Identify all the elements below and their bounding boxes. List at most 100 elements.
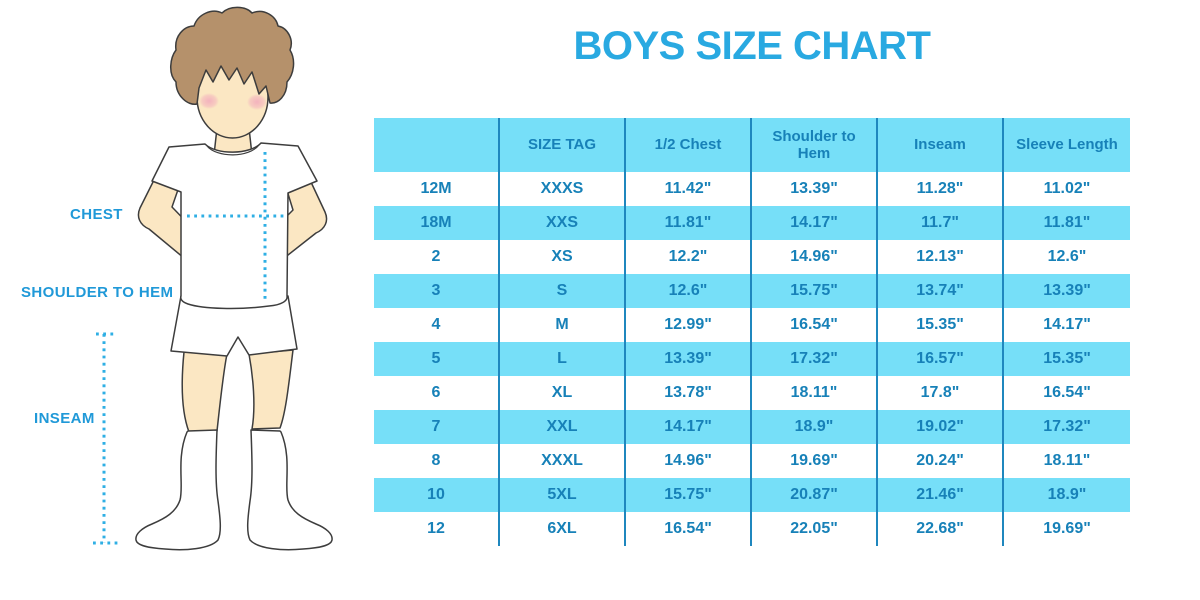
boy-shirt — [151, 142, 318, 310]
header-cell-size-tag: SIZE TAG — [500, 118, 626, 172]
table-row: 18M XXS 11.81" 14.17" 11.7" 11.81" — [374, 206, 1130, 240]
cell-shoulder-to-hem: 14.17" — [752, 206, 878, 240]
cell-size-tag: S — [500, 274, 626, 308]
table-row: 8 XXXL 14.96" 19.69" 20.24" 18.11" — [374, 444, 1130, 478]
boy-sock-right — [246, 429, 333, 551]
cell-size-tag: L — [500, 342, 626, 376]
cell-sleeve-length: 11.81" — [1004, 206, 1130, 240]
cell-inseam: 13.74" — [878, 274, 1004, 308]
header-cell-blank — [374, 118, 500, 172]
cell-shoulder-to-hem: 16.54" — [752, 308, 878, 342]
cell-sleeve-length: 17.32" — [1004, 410, 1130, 444]
cell-size: 3 — [374, 274, 500, 308]
boy-sock-left — [135, 429, 222, 551]
cell-half-chest: 12.99" — [626, 308, 752, 342]
table-row: 7 XXL 14.17" 18.9" 19.02" 17.32" — [374, 410, 1130, 444]
table-row: 5 L 13.39" 17.32" 16.57" 15.35" — [374, 342, 1130, 376]
cell-half-chest: 13.39" — [626, 342, 752, 376]
cell-size-tag: XL — [500, 376, 626, 410]
cell-inseam: 15.35" — [878, 308, 1004, 342]
boy-leg-left — [181, 351, 228, 433]
cell-shoulder-to-hem: 13.39" — [752, 172, 878, 206]
cell-half-chest: 15.75" — [626, 478, 752, 512]
cell-size: 7 — [374, 410, 500, 444]
table-header-row: SIZE TAG 1/2 Chest Shoulder to Hem Insea… — [374, 118, 1130, 172]
cell-size: 8 — [374, 444, 500, 478]
cell-sleeve-length: 11.02" — [1004, 172, 1130, 206]
cell-size: 2 — [374, 240, 500, 274]
cell-size: 18M — [374, 206, 500, 240]
cell-inseam: 19.02" — [878, 410, 1004, 444]
cell-inseam: 12.13" — [878, 240, 1004, 274]
cell-half-chest: 12.2" — [626, 240, 752, 274]
boy-hair — [170, 6, 295, 105]
cell-half-chest: 13.78" — [626, 376, 752, 410]
cell-shoulder-to-hem: 18.9" — [752, 410, 878, 444]
boy-shirt-collar — [206, 144, 260, 156]
cell-inseam: 20.24" — [878, 444, 1004, 478]
cell-size-tag: M — [500, 308, 626, 342]
cell-sleeve-length: 13.39" — [1004, 274, 1130, 308]
cell-size-tag: XS — [500, 240, 626, 274]
cell-sleeve-length: 14.17" — [1004, 308, 1130, 342]
chest-label: CHEST — [70, 206, 123, 223]
cell-shoulder-to-hem: 17.32" — [752, 342, 878, 376]
cell-size-tag: XXL — [500, 410, 626, 444]
cell-sleeve-length: 15.35" — [1004, 342, 1130, 376]
cell-half-chest: 11.81" — [626, 206, 752, 240]
cell-sleeve-length: 12.6" — [1004, 240, 1130, 274]
cell-size: 12 — [374, 512, 500, 546]
cell-half-chest: 14.17" — [626, 410, 752, 444]
page-title: BOYS SIZE CHART — [573, 24, 931, 68]
cell-size: 10 — [374, 478, 500, 512]
table-row: 12 6XL 16.54" 22.05" 22.68" 19.69" — [374, 512, 1130, 546]
cell-size: 12M — [374, 172, 500, 206]
cell-inseam: 11.28" — [878, 172, 1004, 206]
cell-shoulder-to-hem: 15.75" — [752, 274, 878, 308]
cell-sleeve-length: 18.9" — [1004, 478, 1130, 512]
cell-sleeve-length: 18.11" — [1004, 444, 1130, 478]
cell-inseam: 22.68" — [878, 512, 1004, 546]
boy-blush-right — [247, 94, 267, 110]
cell-inseam: 21.46" — [878, 478, 1004, 512]
cell-size-tag: XXS — [500, 206, 626, 240]
inseam-label: INSEAM — [34, 410, 95, 427]
boy-blush-left — [199, 93, 219, 109]
cell-sleeve-length: 16.54" — [1004, 376, 1130, 410]
cell-inseam: 11.7" — [878, 206, 1004, 240]
header-cell-inseam: Inseam — [878, 118, 1004, 172]
header-cell-sleeve-length: Sleeve Length — [1004, 118, 1130, 172]
size-chart-table: SIZE TAG 1/2 Chest Shoulder to Hem Insea… — [374, 118, 1130, 546]
cell-shoulder-to-hem: 22.05" — [752, 512, 878, 546]
table-row: 10 5XL 15.75" 20.87" 21.46" 18.9" — [374, 478, 1130, 512]
cell-half-chest: 16.54" — [626, 512, 752, 546]
table-row: 6 XL 13.78" 18.11" 17.8" 16.54" — [374, 376, 1130, 410]
cell-half-chest: 11.42" — [626, 172, 752, 206]
cell-size: 5 — [374, 342, 500, 376]
cell-size: 6 — [374, 376, 500, 410]
table-row: 4 M 12.99" 16.54" 15.35" 14.17" — [374, 308, 1130, 342]
header-cell-half-chest: 1/2 Chest — [626, 118, 752, 172]
cell-shoulder-to-hem: 20.87" — [752, 478, 878, 512]
table-row: 12M XXXS 11.42" 13.39" 11.28" 11.02" — [374, 172, 1130, 206]
boy-illustration — [93, 6, 333, 551]
table-row: 2 XS 12.2" 14.96" 12.13" 12.6" — [374, 240, 1130, 274]
table-row: 3 S 12.6" 15.75" 13.74" 13.39" — [374, 274, 1130, 308]
header-cell-shoulder-to-hem: Shoulder to Hem — [752, 118, 878, 172]
cell-inseam: 17.8" — [878, 376, 1004, 410]
cell-shoulder-to-hem: 19.69" — [752, 444, 878, 478]
cell-shoulder-to-hem: 18.11" — [752, 376, 878, 410]
cell-size: 4 — [374, 308, 500, 342]
cell-size-tag: 5XL — [500, 478, 626, 512]
cell-sleeve-length: 19.69" — [1004, 512, 1130, 546]
shoulder-to-hem-label: SHOULDER TO HEM — [21, 284, 174, 301]
boy-leg-right — [248, 349, 294, 430]
cell-shoulder-to-hem: 14.96" — [752, 240, 878, 274]
cell-half-chest: 12.6" — [626, 274, 752, 308]
cell-size-tag: 6XL — [500, 512, 626, 546]
cell-inseam: 16.57" — [878, 342, 1004, 376]
cell-half-chest: 14.96" — [626, 444, 752, 478]
cell-size-tag: XXXS — [500, 172, 626, 206]
cell-size-tag: XXXL — [500, 444, 626, 478]
